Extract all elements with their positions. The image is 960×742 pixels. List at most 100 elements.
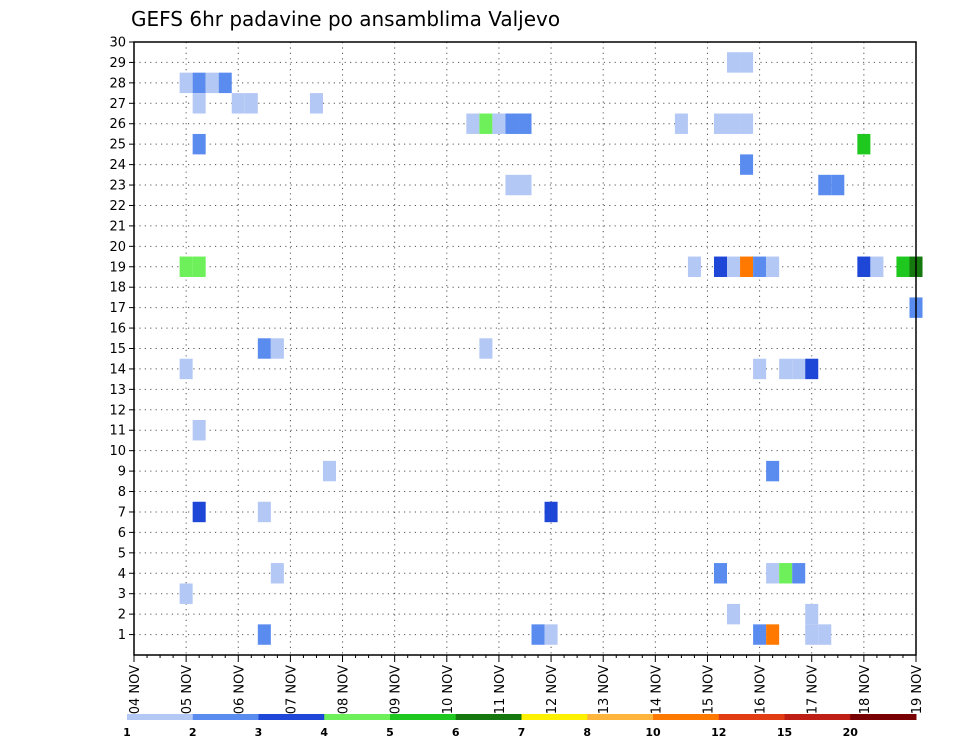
heatmap-cell [753, 256, 767, 277]
heatmap-cell [740, 154, 754, 175]
y-tick-label: 30 [109, 36, 126, 51]
y-tick-label: 2 [118, 608, 126, 623]
heatmap-cell [713, 256, 728, 277]
heatmap-cell [257, 501, 271, 523]
legend-swatch [653, 714, 720, 720]
heatmap-cell [857, 133, 871, 155]
heatmap-cell [192, 420, 206, 441]
heatmap-cell [505, 113, 519, 134]
x-tick-label: 11 NOV [493, 665, 508, 714]
legend-swatch [455, 714, 522, 720]
heatmap-cell [805, 603, 819, 625]
legend-label: 4 [320, 726, 328, 739]
heatmap-cell [179, 583, 193, 604]
legend-label: 5 [386, 726, 394, 739]
x-tick-label: 05 NOV [180, 665, 195, 714]
heatmap-cell [805, 358, 819, 380]
heatmap-cell [192, 72, 206, 94]
heatmap-cell [244, 93, 258, 114]
x-tick-label: 09 NOV [389, 665, 404, 714]
heatmap-cell [179, 72, 193, 94]
y-tick-label: 3 [118, 587, 126, 602]
x-tick-label: 12 NOV [545, 665, 560, 714]
heatmap-cell [792, 563, 806, 584]
legend-label: 3 [255, 726, 263, 739]
heatmap-cell [766, 563, 780, 584]
heatmap-cell [479, 113, 493, 134]
legend-label: 20 [843, 726, 859, 739]
y-tick-label: 11 [109, 424, 126, 439]
heatmap-cell [766, 460, 780, 482]
legend-swatch [718, 714, 785, 720]
x-tick-label: 14 NOV [649, 665, 664, 714]
legend-label: 2 [189, 726, 197, 739]
legend-swatch [127, 714, 194, 720]
y-tick-label: 12 [109, 403, 126, 418]
color-legend: 1 2 3 4 5 6 7 8 10 12 15 20 [123, 714, 917, 739]
y-tick-label: 15 [109, 342, 126, 357]
y-tick-label: 6 [118, 526, 126, 541]
legend-swatch [390, 714, 457, 720]
heatmap-cell [192, 133, 206, 155]
legend-swatch [258, 714, 325, 720]
y-tick-label: 19 [109, 260, 126, 275]
legend-label: 8 [583, 726, 591, 739]
heatmap-cell [727, 603, 741, 625]
x-tick-label: 16 NOV [754, 665, 769, 714]
legend-swatch [324, 714, 391, 720]
heatmap-cell [257, 624, 271, 645]
heatmap-cell [727, 52, 741, 73]
y-tick-label: 27 [109, 97, 126, 112]
y-tick-label: 14 [109, 362, 126, 377]
y-tick-label: 20 [109, 240, 126, 255]
heatmap-cell [740, 113, 754, 134]
heatmap-cell [518, 174, 532, 196]
heatmap-cell [179, 256, 193, 277]
heatmap-cell [713, 113, 728, 134]
x-axis: 04 NOV 05 NOV 06 NOV 07 NOV 08 NOV 09 NOV 10 N… [128, 655, 925, 714]
heatmap-cell [727, 256, 741, 277]
heatmap-cell [818, 174, 832, 196]
x-tick-label: 10 NOV [441, 665, 456, 714]
x-tick-label: 06 NOV [232, 665, 247, 714]
legend-label: 12 [711, 726, 726, 739]
legend-swatch [521, 714, 588, 720]
legend-swatch [784, 714, 851, 720]
heatmap-cell [831, 174, 845, 196]
y-tick-label: 8 [118, 485, 126, 500]
heatmap-cell [740, 52, 754, 73]
heatmap-cell [740, 256, 754, 277]
heatmap-cell [531, 624, 545, 645]
y-tick-label: 25 [109, 138, 126, 153]
heatmap-cell [192, 256, 206, 277]
y-tick-label: 28 [109, 76, 126, 91]
heatmap-cell [857, 256, 871, 277]
y-tick-label: 5 [118, 546, 126, 561]
heatmap-cell [753, 624, 767, 645]
x-tick-label: 19 NOV [910, 665, 925, 714]
heatmap-cell [205, 72, 219, 94]
x-tick-label: 08 NOV [337, 665, 352, 714]
y-tick-label: 21 [109, 219, 126, 234]
y-tick-label: 23 [109, 179, 126, 194]
y-tick-label: 10 [109, 444, 126, 459]
heatmap-cell [544, 501, 558, 523]
heatmap-cell [505, 174, 519, 196]
legend-label: 6 [452, 726, 460, 739]
x-tick-label: 15 NOV [701, 665, 716, 714]
y-tick-label: 16 [109, 322, 126, 337]
heatmap-cell [870, 256, 884, 277]
heatmap-cell [257, 338, 271, 359]
legend-swatch [587, 714, 654, 720]
heatmap-cell [270, 563, 284, 584]
heatmap-cell [766, 256, 780, 277]
heatmap-cell [674, 113, 688, 134]
y-tick-label: 26 [109, 117, 126, 132]
heatmap-cell [309, 93, 323, 114]
heatmap-cell [727, 113, 741, 134]
heatmap-cell [270, 338, 284, 359]
heatmap-cell [779, 563, 793, 584]
heatmap-cell [479, 338, 493, 359]
x-tick-label: 17 NOV [806, 665, 821, 714]
